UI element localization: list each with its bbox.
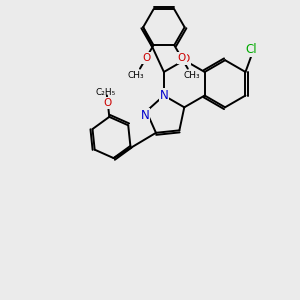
Text: CH₃: CH₃: [128, 71, 144, 80]
Text: O: O: [182, 54, 190, 64]
Text: O: O: [178, 53, 186, 63]
Text: N: N: [160, 89, 168, 102]
Text: Cl: Cl: [246, 44, 257, 56]
Text: CH₃: CH₃: [184, 71, 200, 80]
Text: C₂H₅: C₂H₅: [96, 88, 116, 97]
Text: O: O: [104, 98, 112, 108]
Text: N: N: [140, 109, 149, 122]
Text: O: O: [142, 53, 150, 63]
